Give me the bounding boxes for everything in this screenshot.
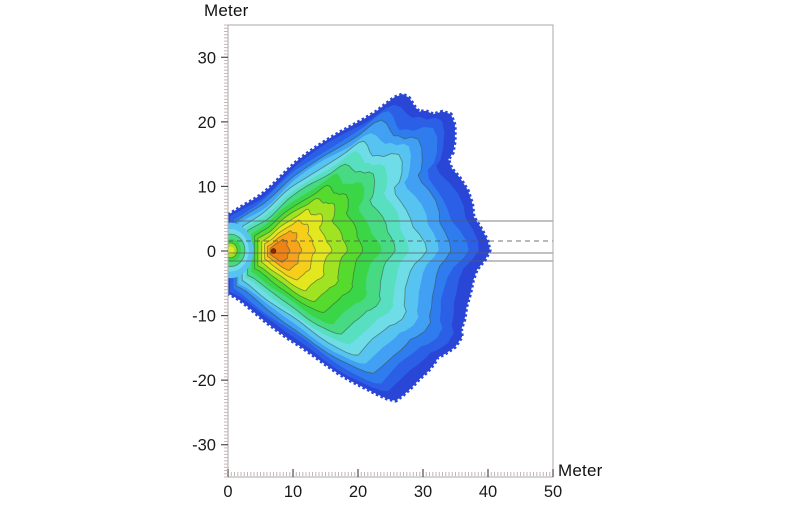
x-tick-label: 40 (479, 483, 497, 501)
x-tick-label: 20 (349, 483, 367, 501)
y-tick-label: -20 (192, 372, 216, 390)
y-axis-unit-label: Meter (204, 1, 249, 20)
y-tick-label: 20 (198, 114, 216, 132)
x-tick-label: 10 (284, 483, 302, 501)
contour-band (269, 238, 291, 263)
contour-field (228, 92, 553, 403)
left-edge-ring (228, 246, 235, 255)
y-tick-label: 0 (207, 243, 216, 261)
y-tick-label: -10 (192, 308, 216, 326)
x-tick-label: 30 (414, 483, 432, 501)
x-axis-unit-label: Meter (558, 461, 603, 480)
x-tick-label: 50 (544, 483, 562, 501)
y-tick-label: 30 (198, 49, 216, 67)
y-tick-label: -30 (192, 437, 216, 455)
hotspot-marker (270, 248, 277, 254)
y-tick-label: 10 (198, 178, 216, 196)
x-tick-label: 0 (223, 483, 232, 501)
